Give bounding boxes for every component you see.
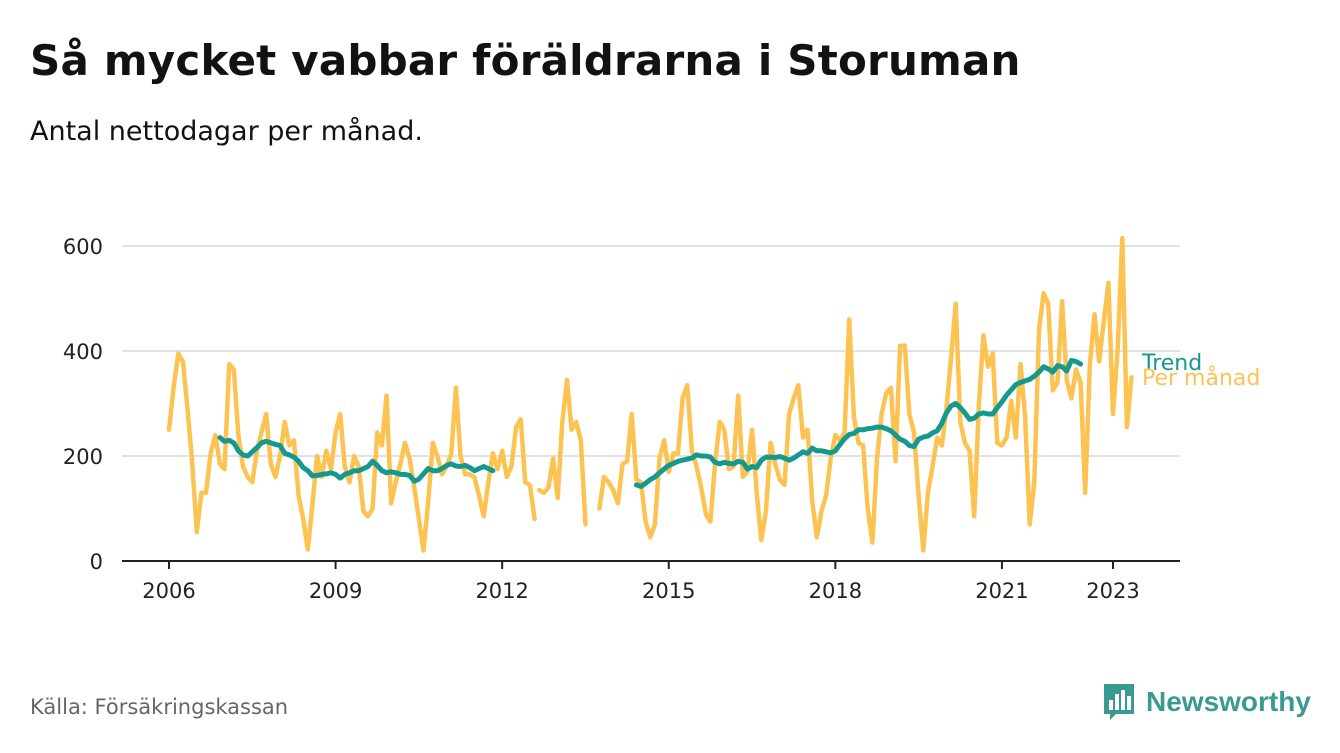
x-axis: 2006 2009 2012 2015 2018 2021 2023 [122,560,1180,603]
x-tick-label: 2023 [1086,579,1139,603]
chart-subtitle: Antal nettodagar per månad. [30,116,423,147]
chart-title: Så mycket vabbar föräldrarna i Storuman [30,36,1021,85]
trend-line-segment-1 [217,435,496,484]
series-label-trend: Trend [1141,351,1202,376]
y-axis-ticks: 0 200 400 600 [63,235,103,574]
y-tick-label: 600 [63,235,103,259]
x-tick-label: 2012 [475,579,528,603]
x-tick-label: 2009 [309,579,362,603]
y-tick-label: 200 [63,445,103,469]
monthly-line-segment-1 [166,351,537,553]
x-tick-label: 2018 [809,579,862,603]
trend-line-segment-2 [633,357,1084,489]
series-lines [166,235,1134,553]
y-tick-label: 400 [63,340,103,364]
x-tick-label: 2006 [142,579,195,603]
y-tick-label: 0 [90,550,103,574]
bar-chart-speech-bubble-icon [1104,684,1134,720]
x-tick-label: 2015 [642,579,695,603]
monthly-line-segment-2 [536,377,588,527]
series-label-per-manad: Per månad [1142,365,1260,391]
source-credit: Källa: Försäkringskassan [30,695,289,719]
monthly-line-segment-3 [597,235,1134,553]
brand-name: Newsworthy [1146,686,1311,717]
gridlines [122,245,1180,457]
x-tick-label: 2021 [975,579,1028,603]
brand-logo[interactable]: Newsworthy [1102,682,1311,722]
